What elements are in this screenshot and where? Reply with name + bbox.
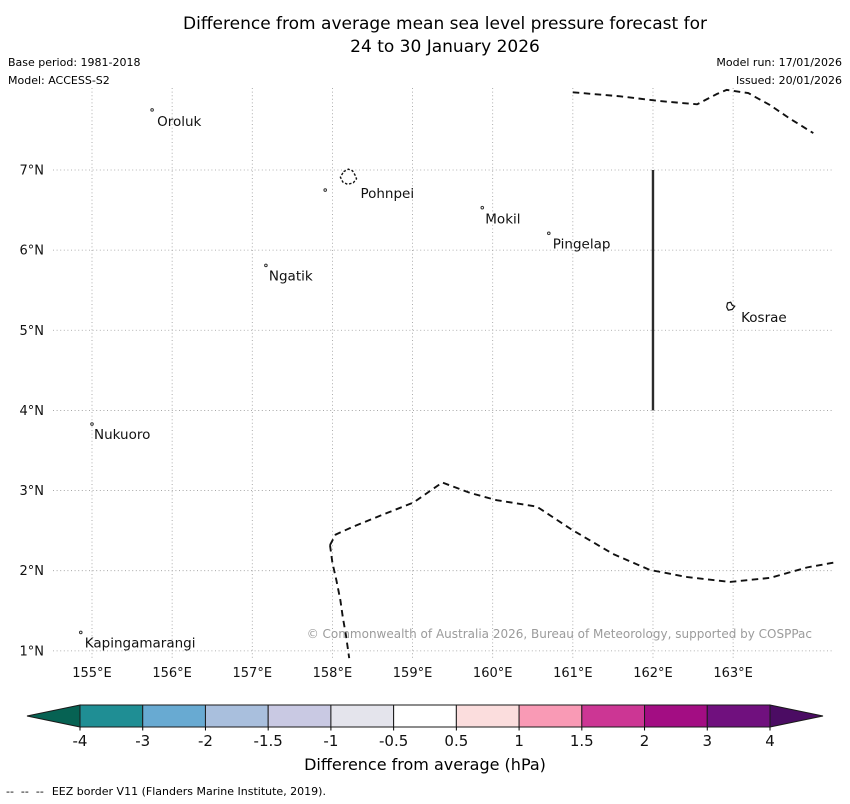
colorbar-label: Difference from average (hPa) [304,755,546,774]
eez-legend: -- -- -- EEZ border V11 (Flanders Marine … [6,785,326,798]
x-tick-label: 159°E [393,666,433,681]
colorbar-segment [142,704,206,728]
colorbar-tick-label: 4 [765,732,775,750]
colorbar-tick-label: -4 [73,732,88,750]
x-tick-label: 157°E [233,666,273,681]
place-label-ngatik: Ngatik [269,268,313,284]
colorbar-segment [267,704,332,728]
colorbar-under-arrow [26,704,81,728]
place-label-mokil: Mokil [485,212,520,228]
pohnpei-island-outline [339,168,358,186]
y-tick-label: 1°N [20,644,45,659]
colorbar-segment [706,704,771,728]
eez-border-north [572,88,814,134]
colorbar-segment [644,704,708,728]
place-label-nukuoro: Nukuoro [94,427,150,443]
colorbar-tick-label: 2 [640,732,650,750]
colorbar-tick-label: 1.5 [570,732,594,750]
place-label-kapingamarangi: Kapingamarangi [85,635,196,651]
x-tick-label: 161°E [553,666,593,681]
colorbar-tick-label: 3 [702,732,712,750]
place-label-kosrae: Kosrae [741,310,787,326]
colorbar-segment [455,704,520,728]
kosrae-island-outline [726,301,736,311]
y-tick-label: 2°N [20,564,45,579]
y-tick-label: 7°N [20,164,45,179]
pingelap-marker [546,231,551,236]
x-tick-label: 155°E [72,666,112,681]
issued-note: Issued: 20/01/2026 [735,74,842,87]
copyright-note: © Commonwealth of Australia 2026, Bureau… [306,627,812,641]
colorbar-segment [204,704,269,728]
model-run-note: Model run: 17/01/2026 [716,56,842,69]
page-title: Difference from average mean sea level p… [183,14,707,57]
colorbar-tick-label: -1.5 [254,732,283,750]
place-label-pingelap: Pingelap [553,236,611,252]
eez-border-south-branch [329,544,351,659]
base-period-note: Base period: 1981-2018 [8,56,141,69]
colorbar-tick-label: -0.5 [379,732,408,750]
colorbar-tick-label: -1 [323,732,338,750]
colorbar-segment [79,704,144,728]
eez-border-south [329,481,834,583]
mokil-marker [480,205,485,210]
ngatik-marker [264,263,268,268]
y-tick-label: 5°N [20,324,45,339]
y-tick-label: 6°N [20,244,45,259]
eez-legend-dash-key: -- -- -- [6,785,44,798]
colorbar-segment [330,704,395,728]
x-tick-label: 162°E [633,666,673,681]
kapingamarangi-marker [78,630,83,635]
colorbar-tick-label: -2 [198,732,213,750]
colorbar-tick-label: -3 [135,732,150,750]
x-tick-label: 156°E [152,666,192,681]
model-note: Model: ACCESS-S2 [8,74,110,87]
y-tick-label: 3°N [20,484,45,499]
x-tick-label: 163°E [713,666,753,681]
place-label-oroluk: Oroluk [157,114,201,130]
colorbar-segment [581,704,646,728]
colorbar-segment [518,704,583,728]
islet-speck [323,188,328,192]
place-label-pohnpei: Pohnpei [360,186,414,202]
x-tick-label: 160°E [473,666,513,681]
x-tick-label: 158°E [313,666,353,681]
y-tick-label: 4°N [20,404,45,419]
oroluk-marker [150,108,154,112]
colorbar-tick-label: 0.5 [444,732,468,750]
nukuoro-marker [90,422,94,426]
colorbar-segment [393,704,457,728]
colorbar-tick-label: 1 [514,732,524,750]
colorbar-over-arrow [769,704,824,728]
eez-legend-label: EEZ border V11 (Flanders Marine Institut… [51,785,326,798]
